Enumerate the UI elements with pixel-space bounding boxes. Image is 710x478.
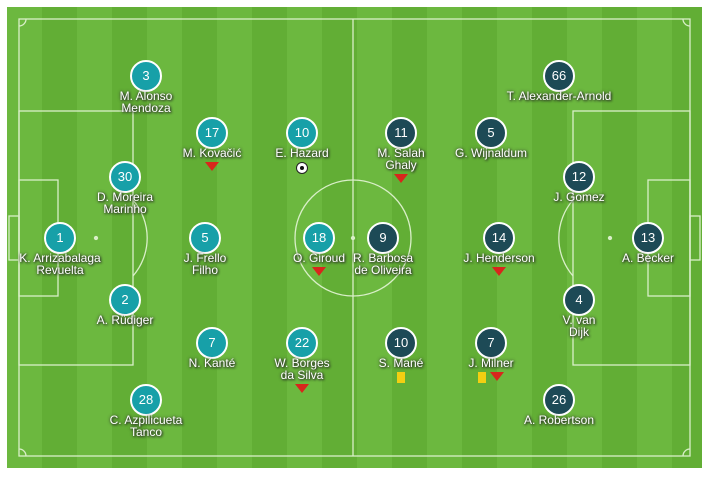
shirt-number: 7	[475, 327, 507, 359]
shirt-number: 3	[130, 60, 162, 92]
substitution-arrow-icon	[394, 174, 408, 183]
shirt-number: 66	[543, 60, 575, 92]
shirt-number: 1	[44, 222, 76, 254]
name-line-2: Filho	[191, 263, 218, 277]
substitution-arrow-icon	[295, 384, 309, 393]
shirt-number: 7	[196, 327, 228, 359]
player-name: T. Alexander-Arnold	[489, 90, 629, 102]
player-name: J. Frello Filho	[135, 252, 275, 276]
substitution-arrow-icon	[205, 162, 219, 171]
name-line-2: Marinho	[103, 202, 147, 216]
shirt-number: 28	[130, 384, 162, 416]
player-events	[331, 174, 471, 192]
player-events	[232, 162, 372, 180]
name-line-2: Dijk	[569, 325, 589, 339]
shirt-number: 10	[385, 327, 417, 359]
name-line-1: A. Becker	[621, 251, 675, 265]
name-line-2: de Oliveira	[354, 263, 412, 277]
name-line-1: D. Moreira	[96, 190, 153, 204]
player-name: M. Salah Ghaly	[331, 147, 471, 171]
substitution-arrow-icon	[312, 267, 326, 276]
player-events	[429, 267, 569, 285]
name-line-1: A. Robertson	[523, 413, 595, 427]
player-name: S. Mané	[331, 357, 471, 369]
name-line-1: J. Milner	[468, 356, 514, 370]
name-line-1: K. Arrizabalaga	[19, 251, 101, 265]
name-line-1: G. Wijnaldum	[454, 146, 528, 160]
player-name: O. Giroud	[249, 252, 389, 264]
name-line-1: C. Azpilicueta	[109, 413, 183, 427]
name-line-2: Ghaly	[385, 158, 417, 172]
shirt-number: 17	[196, 117, 228, 149]
name-line-1: J. Frello	[183, 251, 227, 265]
shirt-number: 10	[286, 117, 318, 149]
name-line-1: R. Barbosa	[352, 251, 414, 265]
player-name: W. Borges da Silva	[232, 357, 372, 381]
player-name: K. Arrizabalaga Revuelta	[0, 252, 130, 276]
shirt-number: 12	[563, 161, 595, 193]
player-name: A. Robertson	[489, 414, 629, 426]
yellow-card-icon	[478, 372, 486, 383]
player-name: J. Gomez	[509, 191, 649, 203]
name-line-1: W. Borges	[274, 356, 330, 370]
shirt-number: 2	[109, 284, 141, 316]
shirt-number: 26	[543, 384, 575, 416]
name-line-2: Revuelta	[36, 263, 84, 277]
player-name: D. Moreira Marinho	[55, 191, 195, 215]
yellow-card-icon	[397, 372, 405, 383]
player-events	[421, 372, 561, 390]
name-line-1: V. van	[562, 313, 596, 327]
player-name: A. Becker	[578, 252, 710, 264]
goal-ball-icon	[296, 162, 308, 174]
player-events	[232, 384, 372, 402]
name-line-2: Tanco	[129, 425, 163, 439]
substitution-arrow-icon	[490, 372, 504, 381]
name-line-1: T. Alexander-Arnold	[506, 89, 612, 103]
name-line-1: J. Gomez	[553, 190, 605, 204]
player-events	[142, 162, 282, 180]
player-name: J. Henderson	[429, 252, 569, 264]
player-name: C. Azpilicueta Tanco	[76, 414, 216, 438]
shirt-number: 4	[563, 284, 595, 316]
player-name: N. Kanté	[142, 357, 282, 369]
player-name: J. Milner	[421, 357, 561, 369]
shirt-number: 9	[367, 222, 399, 254]
player-name: M. Alonso Mendoza	[76, 90, 216, 114]
player-name: V. van Dijk	[509, 314, 649, 338]
name-line-2: Mendoza	[121, 101, 171, 115]
shirt-number: 30	[109, 161, 141, 193]
shirt-number: 11	[385, 117, 417, 149]
name-line-1: S. Mané	[378, 356, 424, 370]
name-line-1: M. Kovačić	[182, 146, 242, 160]
substitution-arrow-icon	[492, 267, 506, 276]
name-line-1: M. Salah	[377, 146, 425, 160]
shirt-number: 5	[475, 117, 507, 149]
player-name: G. Wijnaldum	[421, 147, 561, 159]
name-line-1: O. Giroud	[292, 251, 346, 265]
name-line-1: E. Hazard	[275, 146, 329, 160]
player-events	[331, 372, 471, 390]
player-events	[249, 267, 389, 285]
player-name: M. Kovačić	[142, 147, 282, 159]
shirt-number: 13	[632, 222, 664, 254]
shirt-number: 18	[303, 222, 335, 254]
name-line-1: M. Alonso	[119, 89, 173, 103]
name-line-2: da Silva	[280, 368, 324, 382]
name-line-1: N. Kanté	[188, 356, 236, 370]
name-line-1: J. Henderson	[463, 251, 535, 265]
player-name: R. Barbosa de Oliveira	[313, 252, 453, 276]
shirt-number: 14	[483, 222, 515, 254]
shirt-number: 22	[286, 327, 318, 359]
name-line-1: A. Rüdiger	[96, 313, 154, 327]
player-name: A. Rüdiger	[55, 314, 195, 326]
player-name: E. Hazard	[232, 147, 372, 159]
shirt-number: 5	[189, 222, 221, 254]
